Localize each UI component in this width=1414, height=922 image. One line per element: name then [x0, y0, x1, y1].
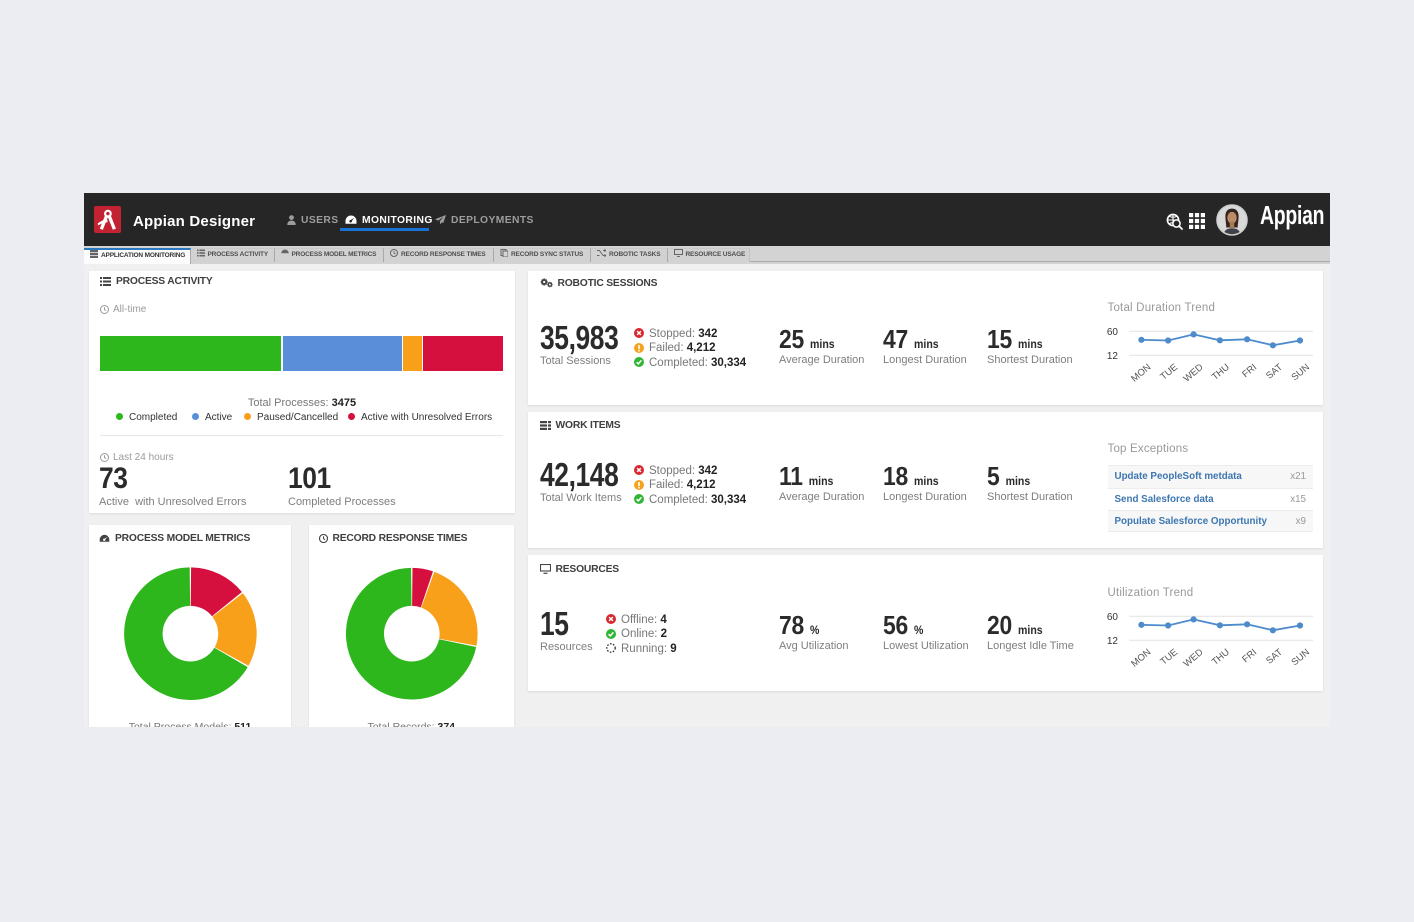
svg-text:SAT: SAT	[1264, 362, 1285, 382]
svg-text:FRI: FRI	[1240, 647, 1259, 665]
svg-text:WED: WED	[1181, 362, 1205, 385]
svg-text:MON: MON	[1129, 362, 1153, 385]
svg-text:SAT: SAT	[1264, 647, 1285, 667]
svg-text:MON: MON	[1129, 647, 1153, 670]
svg-text:60: 60	[1107, 612, 1119, 623]
svg-text:TUE: TUE	[1158, 362, 1180, 383]
svg-text:WED: WED	[1181, 647, 1205, 670]
svg-text:SUN: SUN	[1289, 647, 1312, 668]
svg-text:TUE: TUE	[1158, 647, 1180, 668]
svg-text:12: 12	[1107, 636, 1119, 647]
svg-text:60: 60	[1107, 327, 1119, 338]
svg-text:FRI: FRI	[1240, 362, 1259, 380]
svg-text:THU: THU	[1210, 362, 1232, 383]
svg-text:12: 12	[1107, 351, 1119, 362]
svg-text:THU: THU	[1210, 647, 1232, 668]
svg-text:SUN: SUN	[1289, 362, 1312, 383]
svg-text:Appian: Appian	[1260, 201, 1324, 229]
